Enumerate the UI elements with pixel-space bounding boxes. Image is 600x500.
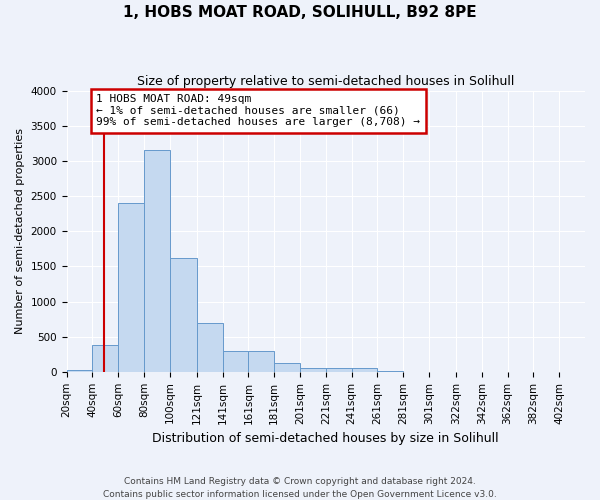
Bar [118,203,144,372]
X-axis label: Distribution of semi-detached houses by size in Solihull: Distribution of semi-detached houses by … [152,432,499,445]
Bar [274,362,300,372]
Bar [197,322,223,372]
Bar [300,368,326,372]
Bar [326,368,352,372]
Text: Contains HM Land Registry data © Crown copyright and database right 2024.
Contai: Contains HM Land Registry data © Crown c… [103,478,497,499]
Text: 1, HOBS MOAT ROAD, SOLIHULL, B92 8PE: 1, HOBS MOAT ROAD, SOLIHULL, B92 8PE [123,5,477,20]
Bar [170,258,197,372]
Bar [248,352,274,372]
Title: Size of property relative to semi-detached houses in Solihull: Size of property relative to semi-detach… [137,75,514,88]
Bar [144,150,170,372]
Bar [352,368,377,372]
Y-axis label: Number of semi-detached properties: Number of semi-detached properties [15,128,25,334]
Bar [223,350,248,372]
Text: 1 HOBS MOAT ROAD: 49sqm
← 1% of semi-detached houses are smaller (66)
99% of sem: 1 HOBS MOAT ROAD: 49sqm ← 1% of semi-det… [96,94,420,128]
Bar [67,370,92,372]
Bar [92,345,118,372]
